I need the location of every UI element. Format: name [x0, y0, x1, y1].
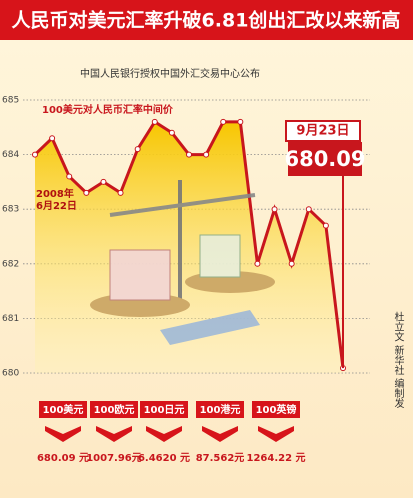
rate: 680.09 元	[37, 452, 89, 464]
currency: 100英镑	[256, 403, 297, 416]
y-tick-label: 684	[2, 150, 19, 160]
point	[322, 222, 329, 229]
point	[134, 146, 141, 153]
point	[32, 151, 38, 158]
y-tick-label: 683	[2, 205, 19, 215]
rate: 1264.22 元	[246, 452, 305, 464]
point	[220, 118, 227, 125]
currency-box	[140, 401, 188, 418]
rate: 6.4620 元	[138, 452, 190, 464]
point	[271, 206, 278, 213]
currency: 100欧元	[94, 403, 135, 416]
point	[66, 173, 73, 180]
point	[254, 260, 261, 267]
end-value: 680.09	[284, 147, 365, 171]
currency-box	[90, 401, 138, 418]
point	[168, 129, 175, 136]
rate: 1007.96元	[86, 452, 142, 464]
subtitle: 中国人民银行授权中国外汇交易中心公布	[80, 67, 260, 80]
rate: 87.562元	[196, 452, 245, 464]
banner	[0, 0, 413, 40]
start-label: 6月22日	[36, 200, 77, 212]
currency: 100日元	[144, 404, 185, 416]
currency-box	[39, 401, 87, 418]
chevron	[258, 426, 294, 442]
chevron	[202, 426, 238, 442]
chevron	[45, 426, 81, 442]
series-label: 100美元对人民币汇率中间价	[42, 103, 174, 116]
point	[203, 151, 210, 158]
title: 人民币对美元汇率升破6.81创出汇改以来新高	[12, 9, 401, 32]
currency-box	[252, 401, 300, 418]
point	[186, 151, 192, 158]
value-box	[288, 142, 362, 176]
chevron	[146, 426, 182, 442]
point	[100, 178, 107, 185]
credit: 杜立文 新华社 编制发	[392, 311, 404, 409]
point	[151, 118, 158, 125]
rates: 100美元 680.09 元 100欧元 1007.96元 100日元 6.4620 元 1…	[37, 401, 306, 464]
point	[237, 118, 244, 125]
end-date: 9月23日	[296, 124, 349, 139]
y-tick-label: 681	[2, 314, 19, 324]
point	[288, 260, 295, 267]
point	[49, 135, 56, 142]
scale-illustration	[90, 180, 275, 345]
point	[83, 189, 90, 196]
currency: 100美元	[43, 403, 84, 416]
chevron	[96, 426, 132, 442]
currency: 100港元	[200, 403, 241, 416]
currency-box	[196, 401, 244, 418]
y-tick-label: 685	[2, 96, 19, 106]
y-tick-label: 682	[2, 259, 19, 269]
point	[117, 189, 124, 196]
y-tick-label: 680	[2, 369, 19, 379]
date-box	[285, 120, 361, 142]
start-label: 2008年	[36, 187, 74, 200]
point	[305, 206, 312, 213]
